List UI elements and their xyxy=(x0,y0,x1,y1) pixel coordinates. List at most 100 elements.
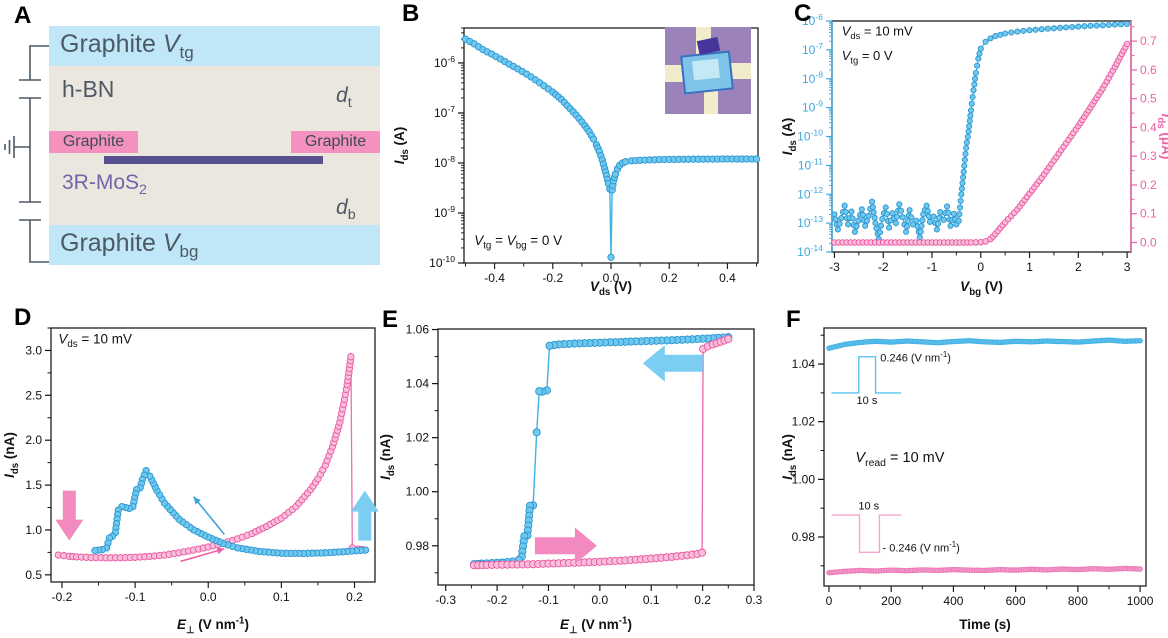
panel-letter-E: E xyxy=(382,306,399,333)
chart-B-output-curve: -0.4 -0.2 0.0 0.2 0.4 10-6 10-7 10-8 10-9 10-10 Vd… xyxy=(392,27,761,298)
x-tick-label: 0.1 xyxy=(273,590,290,604)
series-markers-forward-sweep xyxy=(54,353,370,562)
x-axis-title: Vbg (V) xyxy=(960,279,1003,298)
pink-sweep-direction-arrow xyxy=(180,548,225,563)
y-tick-label: 10-12 xyxy=(797,185,823,201)
y-axis-title: Ids (A) xyxy=(780,118,799,156)
panel-letter-F: F xyxy=(786,306,801,333)
x-tick-label: -2 xyxy=(878,260,889,274)
series-markers-Ids-vs-Vds xyxy=(461,35,761,261)
x-tick-label: -0.2 xyxy=(487,593,508,607)
top-thickness-label: dt xyxy=(336,84,352,112)
plot-frame xyxy=(437,328,755,586)
axes: -0.2 -0.1 0.0 0.1 0.2 0.5 1.0 1.5 2.0 2.5 3.0 xyxy=(25,327,363,604)
right-contact: Graphite xyxy=(291,131,380,153)
x-tick-label: 0.0 xyxy=(592,593,609,607)
negative-pulse-schematic xyxy=(831,514,902,554)
y-tick-label: 10-7 xyxy=(802,41,823,57)
y-tick-label: 10-10 xyxy=(429,254,455,270)
y-tick-label: 1.04 xyxy=(406,377,430,391)
panel-letter-D: D xyxy=(14,304,32,331)
x-tick-label: 0.3 xyxy=(746,593,763,607)
y-tick-label: 10-9 xyxy=(434,204,455,220)
top-gate-label: Graphite Vtg xyxy=(60,30,194,62)
left-contact: Graphite xyxy=(49,131,138,153)
x-tick-label: 0 xyxy=(826,594,833,608)
panel-letter-C: C xyxy=(794,0,812,27)
annotation: 0.246 (V nm-1) xyxy=(880,350,951,365)
y-tick-label: 2.0 xyxy=(25,433,42,447)
x-tick-label: 0.4 xyxy=(719,271,736,285)
pink-right-arrow xyxy=(534,527,597,565)
channel-label: 3R-MoS2 xyxy=(62,171,147,199)
annotation: Vtg = Vbg = 0 V xyxy=(474,233,562,252)
x-tick-label: -1 xyxy=(927,260,938,274)
x-tick-label: -0.3 xyxy=(435,593,456,607)
y-tick-label: 0.98 xyxy=(792,530,816,544)
blue-up-arrow xyxy=(350,490,379,541)
series-markers-Ids-log-scale xyxy=(831,20,1131,243)
x-tick-label: 200 xyxy=(881,594,901,608)
pink-sweep-direction-arrow-head xyxy=(216,547,225,555)
y2-tick-label: 0.7 xyxy=(1140,34,1157,48)
flake-bright-core xyxy=(692,58,721,81)
y-tick-label: 1.5 xyxy=(25,478,42,492)
y-tick-label: 1.02 xyxy=(406,431,430,445)
y-tick-label: 10-6 xyxy=(802,12,823,28)
series-markers-low-state-retention xyxy=(826,565,1143,576)
annotation: - 0.246 (V nm-1) xyxy=(882,540,959,555)
series-line-forward-sweep xyxy=(473,338,729,566)
chart-F-retention: 0 200 400 600 800 1000 0.98 1.00 1.02 1.04 Time (s… xyxy=(780,327,1154,632)
panel-E: E -0.3 -0.2 -0.1 0.0 0.1 0.2 0.3 0.98 1.00 1.02 1.… xyxy=(376,300,778,638)
x-axis-title: E⊥ (V nm-1) xyxy=(560,615,632,635)
hbn-label: h-BN xyxy=(62,76,115,102)
x-tick-label: 0.0 xyxy=(603,271,620,285)
x-tick-label: 800 xyxy=(1068,594,1088,608)
y-tick-label: 10-7 xyxy=(434,104,455,120)
x-axis-title: Vds (V) xyxy=(590,279,632,298)
y-tick-label: 1.04 xyxy=(792,357,816,371)
x-axis-title: E⊥ (V nm-1) xyxy=(177,615,249,635)
x-tick-label: 3 xyxy=(1124,260,1131,274)
bottom-thickness-label: db xyxy=(336,196,356,224)
y-tick-label: 1.0 xyxy=(25,523,42,537)
x-tick-label: 0.0 xyxy=(200,590,217,604)
y-tick-label: 10-11 xyxy=(798,156,823,172)
y-tick-label: 10-13 xyxy=(797,214,823,230)
mos2-channel-bar xyxy=(104,156,323,164)
y-tick-label: 1.02 xyxy=(792,415,816,429)
y-axis-title: Ids (A) xyxy=(392,127,411,165)
bottom-gate-bar xyxy=(49,225,380,265)
y-tick-label: 10-8 xyxy=(802,70,823,86)
annotation: Vtg = 0 V xyxy=(842,48,893,66)
y-tick-label: 3.0 xyxy=(25,343,42,357)
x-tick-label: -0.1 xyxy=(125,590,146,604)
x-tick-label: -0.2 xyxy=(52,590,73,604)
series-line-forward-sweep xyxy=(58,356,366,559)
y-axis-title: Ids (nA) xyxy=(378,434,397,480)
y-tick-label: 2.5 xyxy=(25,388,42,402)
x-tick-label: 0.1 xyxy=(643,593,660,607)
y-tick-label: 1.00 xyxy=(406,485,430,499)
panel-letter-B: B xyxy=(402,0,420,27)
circuit-wires xyxy=(4,45,49,263)
x-tick-label: -0.2 xyxy=(542,271,563,285)
axes: -0.3 -0.2 -0.1 0.0 0.1 0.2 0.3 0.98 1.00 1.02 1.04… xyxy=(406,323,763,607)
x-axis-title: Time (s) xyxy=(959,617,1011,632)
y2-tick-label: 0.5 xyxy=(1140,92,1157,106)
plot-frame xyxy=(50,327,376,583)
x-tick-label: -3 xyxy=(829,260,840,274)
y2-tick-label: 0.0 xyxy=(1140,236,1157,250)
annotation: Vread = 10 mV xyxy=(855,450,944,469)
y-tick-label: 10-8 xyxy=(434,154,455,170)
axes: 0 200 400 600 800 1000 0.98 1.00 1.02 1.04 xyxy=(792,334,1154,608)
axes: -3 -2 -1 0 1 2 3 10-6 10-7 10-8 10-9 10-10 10-11 10-1… xyxy=(797,12,1157,274)
panel-A: A Graphite Vtg h-BN dt Graphite Graphite… xyxy=(0,0,390,300)
x-tick-label: 0 xyxy=(977,260,984,274)
blue-sweep-direction-arrow-head xyxy=(193,496,201,505)
y-tick-label: 1.00 xyxy=(792,472,816,486)
y-tick-label: 0.98 xyxy=(406,539,430,553)
panel-D: D -0.2 -0.1 0.0 0.1 0.2 0.5 1.0 1.5 2.0 2.5 3.0 E⊥ … xyxy=(0,300,385,638)
plot-frame xyxy=(823,327,1147,587)
